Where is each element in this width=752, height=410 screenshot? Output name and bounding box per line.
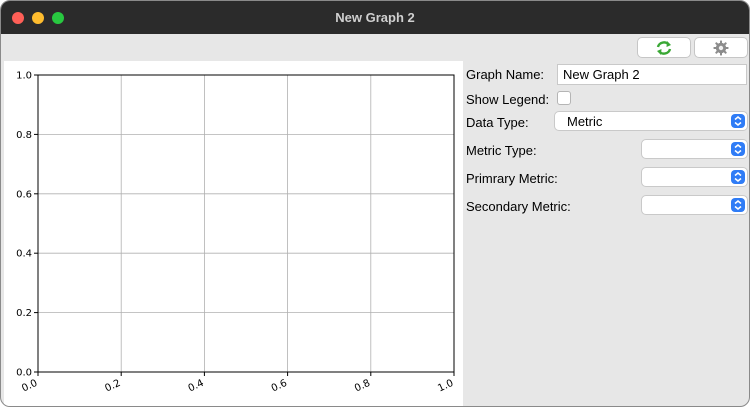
y-tick-label: 1.0 — [16, 71, 32, 82]
show-legend-label: Show Legend: — [466, 92, 550, 107]
metric-type-select[interactable] — [641, 139, 748, 159]
y-tick-label: 0.4 — [16, 249, 32, 260]
window-title: New Graph 2 — [335, 10, 415, 25]
graph-plot-area: 0.0 0.2 0.4 0.6 0.8 1.0 0.0 0.2 0.4 0.6 0.8 1.0 — [4, 61, 463, 406]
secondary-metric-select[interactable] — [641, 195, 748, 215]
data-type-select[interactable]: Metric — [554, 111, 748, 131]
y-tick-label: 0.0 — [16, 368, 32, 379]
chart: 0.0 0.2 0.4 0.6 0.8 1.0 0.0 0.2 0.4 0.6 0.8 1.0 — [16, 71, 455, 395]
y-tick-label: 0.8 — [16, 130, 32, 141]
primary-metric-label: Primrary Metric: — [466, 171, 558, 186]
x-tick-label: 0.0 — [20, 378, 39, 395]
close-window-button[interactable] — [12, 12, 24, 24]
x-tick-label: 0.4 — [187, 378, 206, 395]
refresh-button[interactable] — [637, 37, 691, 58]
refresh-icon — [656, 40, 672, 55]
plot-frame — [37, 74, 455, 373]
y-tick-label: 0.2 — [16, 308, 32, 319]
x-tick-label: 1.0 — [436, 378, 455, 395]
maximize-window-button[interactable] — [52, 12, 64, 24]
secondary-metric-label: Secondary Metric: — [466, 199, 571, 214]
x-tick-label: 0.2 — [103, 378, 122, 395]
data-type-value: Metric — [567, 114, 603, 129]
primary-metric-select[interactable] — [641, 167, 748, 187]
gear-icon — [713, 40, 729, 55]
data-type-label: Data Type: — [466, 115, 529, 130]
select-arrows-icon — [731, 142, 745, 156]
select-arrows-icon — [731, 170, 745, 184]
x-tick-label: 0.8 — [353, 378, 372, 395]
title-bar: New Graph 2 — [1, 1, 749, 34]
select-arrows-icon — [731, 114, 745, 128]
x-tick-label: 0.6 — [270, 378, 289, 395]
select-arrows-icon — [731, 198, 745, 212]
graph-name-input[interactable] — [557, 64, 747, 85]
minimize-window-button[interactable] — [32, 12, 44, 24]
y-tick-label: 0.6 — [16, 189, 32, 200]
show-legend-checkbox[interactable] — [557, 91, 571, 105]
settings-button[interactable] — [694, 37, 748, 58]
metric-type-label: Metric Type: — [466, 143, 537, 158]
graph-name-label: Graph Name: — [466, 67, 545, 82]
